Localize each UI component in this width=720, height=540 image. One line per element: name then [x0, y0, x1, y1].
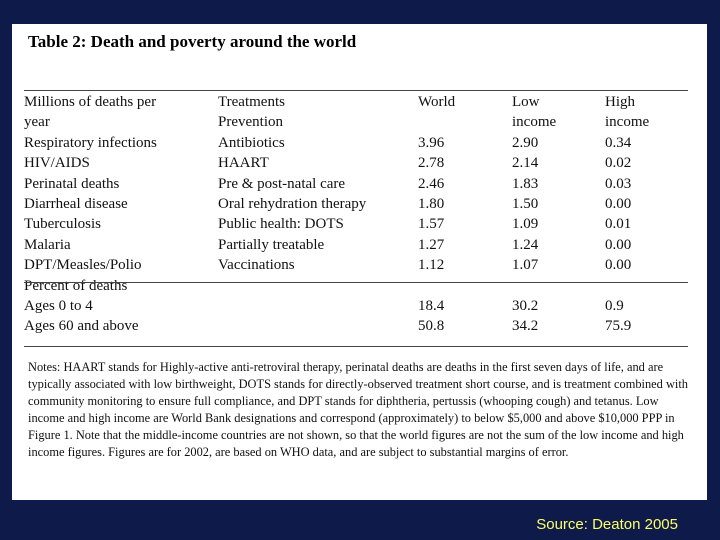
high-income-value-cell: 0.02	[605, 155, 632, 172]
treatment-cell: Pre & post-natal care	[218, 175, 346, 192]
world-value-cell: 2.78	[418, 155, 445, 172]
cause-cell: Malaria	[24, 236, 71, 253]
section-label-row: Percent of deaths	[24, 276, 688, 296]
cause-cell: DPT/Measles/Polio	[24, 257, 142, 274]
section-rule	[24, 282, 688, 283]
empty-cell	[605, 276, 688, 296]
table-row: Ages 60 and above 50.8 34.2 75.9	[24, 316, 688, 336]
table-row: Malaria Partially treatable 1.27 1.24 0.00	[24, 235, 688, 255]
header-cell-world-2	[418, 112, 512, 132]
high-income-value-cell: 0.00	[605, 196, 632, 213]
treatment-cell: Public health: DOTS	[218, 216, 344, 233]
cause-cell: Perinatal deaths	[24, 175, 120, 192]
table-row: Diarrheal disease Oral rehydration therap…	[24, 194, 688, 214]
treatment-cell: Vaccinations	[218, 257, 295, 274]
table-notes: Notes: HAART stands for Highly-active an…	[28, 360, 688, 460]
cause-cell: Diarrheal disease	[24, 196, 128, 213]
table-row: Tuberculosis Public health: DOTS 1.57 1.09 0…	[24, 214, 688, 234]
world-value-cell: 1.12	[418, 257, 445, 274]
cause-cell: HIV/AIDS	[24, 155, 90, 172]
header-cell-low: Low	[512, 94, 540, 110]
empty-cell	[418, 276, 512, 296]
world-value-cell: 2.46	[418, 175, 445, 192]
age-group-cell: Ages 0 to 4	[24, 298, 93, 315]
death-poverty-table: Millions of deaths per Treatments World …	[24, 92, 688, 337]
bottom-rule	[24, 346, 688, 347]
header-cell-high-2: income	[605, 114, 650, 131]
world-value-cell: 50.8	[418, 318, 445, 335]
table-row: Perinatal deaths Pre & post-natal care 2.4…	[24, 174, 688, 194]
header-cell-treatments: Treatments	[218, 94, 285, 110]
table-document: Table 2: Death and poverty around the wo…	[12, 24, 707, 500]
low-income-value-cell: 1.50	[512, 196, 539, 213]
high-income-value-cell: 0.9	[605, 298, 624, 315]
treatment-cell: HAART	[218, 155, 269, 172]
low-income-value-cell: 34.2	[512, 318, 539, 335]
world-value-cell: 1.57	[418, 216, 445, 233]
header-row: Millions of deaths per Treatments World …	[24, 92, 688, 112]
treatment-cell: Oral rehydration therapy	[218, 196, 367, 213]
high-income-value-cell: 0.34	[605, 134, 632, 151]
low-income-value-cell: 30.2	[512, 298, 539, 315]
section-label: Percent of deaths	[24, 277, 128, 294]
world-value-cell: 18.4	[418, 298, 445, 315]
low-income-value-cell: 2.14	[512, 155, 539, 172]
world-value-cell: 3.96	[418, 134, 445, 151]
table-row: DPT/Measles/Polio Vaccinations 1.12 1.07 0.0…	[24, 255, 688, 275]
table-row: HIV/AIDS HAART 2.78 2.14 0.02	[24, 153, 688, 173]
header-row-2: year Prevention income income	[24, 112, 688, 132]
treatment-cell: Antibiotics	[218, 134, 285, 151]
treatment-cell: Partially treatable	[218, 236, 325, 253]
header-cell-low-2: income	[512, 114, 557, 131]
empty-cell	[218, 276, 418, 296]
table-title: Table 2: Death and poverty around the wo…	[28, 32, 357, 51]
world-value-cell: 1.80	[418, 196, 445, 213]
header-cell-causes: Millions of deaths per	[24, 94, 157, 110]
source-citation: Source: Deaton 2005	[536, 516, 678, 533]
top-rule	[24, 90, 688, 91]
empty-cell	[218, 296, 418, 316]
header-cell-causes-2: year	[24, 114, 50, 131]
low-income-value-cell: 1.24	[512, 236, 539, 253]
age-group-cell: Ages 60 and above	[24, 318, 139, 335]
header-cell-high: High	[605, 94, 635, 110]
low-income-value-cell: 2.90	[512, 134, 539, 151]
high-income-value-cell: 0.03	[605, 175, 632, 192]
world-value-cell: 1.27	[418, 236, 445, 253]
header-cell-prevention: Prevention	[218, 114, 283, 131]
table-row: Ages 0 to 4 18.4 30.2 0.9	[24, 296, 688, 316]
empty-cell	[218, 316, 418, 336]
table-row: Respiratory infections Antibiotics 3.96 2.9…	[24, 133, 688, 153]
empty-cell	[512, 276, 605, 296]
cause-cell: Tuberculosis	[24, 216, 101, 233]
high-income-value-cell: 0.00	[605, 236, 632, 253]
low-income-value-cell: 1.09	[512, 216, 539, 233]
low-income-value-cell: 1.83	[512, 175, 539, 192]
cause-cell: Respiratory infections	[24, 134, 157, 151]
header-cell-world: World	[418, 94, 456, 110]
high-income-value-cell: 0.00	[605, 257, 632, 274]
low-income-value-cell: 1.07	[512, 257, 539, 274]
high-income-value-cell: 75.9	[605, 318, 632, 335]
high-income-value-cell: 0.01	[605, 216, 632, 233]
